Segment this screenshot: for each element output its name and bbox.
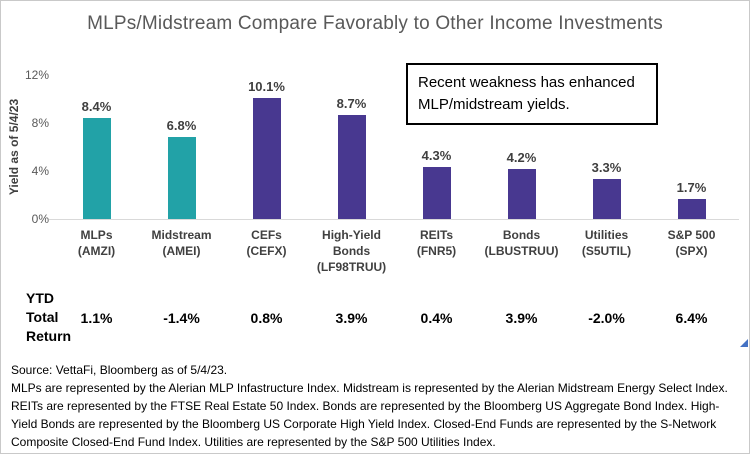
bar xyxy=(252,97,281,219)
bar-column: 1.7% xyxy=(649,75,734,219)
x-axis-category-label: Utilities (S5UTIL) xyxy=(581,228,632,259)
bar-value-label: 4.3% xyxy=(421,148,452,164)
x-axis-category-label: MLPs (AMZI) xyxy=(77,228,116,259)
bar xyxy=(507,168,536,219)
y-tick-label: 8% xyxy=(31,116,49,130)
bar-value-label: 8.7% xyxy=(336,95,367,111)
ytd-return-value: 1.1% xyxy=(80,310,113,326)
x-axis-line xyxy=(49,219,739,220)
source-line: Source: VettaFi, Bloomberg as of 5/4/23. xyxy=(11,363,228,377)
ytd-values-row: 1.1% -1.4% 0.8% 3.9% 0.4% 3.9% -2.0% 6.4% xyxy=(54,310,734,326)
bar-value-label: 4.2% xyxy=(506,149,537,165)
x-axis-category-label: Bonds (LBUSTRUU) xyxy=(484,228,559,259)
y-tick-label: 4% xyxy=(31,164,49,178)
ytd-return-value: -1.4% xyxy=(163,310,200,326)
ytd-return-value: 3.9% xyxy=(335,310,368,326)
ytd-return-value: -2.0% xyxy=(588,310,625,326)
bar-column: 4.3% xyxy=(394,75,479,219)
bar-value-label: 6.8% xyxy=(166,118,197,134)
y-axis-ticks: 12% 8% 4% 0% xyxy=(1,68,49,226)
bar-value-label: 10.1% xyxy=(248,78,285,94)
ytd-row-label-line: Total xyxy=(26,308,59,325)
bar-value-label: 8.4% xyxy=(81,99,112,115)
bar xyxy=(422,167,451,219)
ytd-return-value: 0.4% xyxy=(420,310,453,326)
x-axis-category-label: High-Yield Bonds (LF98TRUU) xyxy=(316,228,387,275)
bar-column: 6.8% xyxy=(139,75,224,219)
bar-column: 8.4% xyxy=(54,75,139,219)
plot-area: 8.4% 6.8% 10.1% 8.7% 4.3% 4.2% 3.3% 1.7% xyxy=(54,75,734,219)
footnote: Source: VettaFi, Bloomberg as of 5/4/23.… xyxy=(11,361,742,451)
annotation-line: MLP/midstream yields. xyxy=(418,95,570,113)
bar xyxy=(167,137,196,219)
bar xyxy=(677,198,706,219)
bar-column: 3.3% xyxy=(564,75,649,219)
bar-column: 4.2% xyxy=(479,75,564,219)
x-axis-labels: MLPs (AMZI) Midstream (AMEI) CEFs (CEFX) Hi… xyxy=(54,227,734,276)
bar-column: 8.7% xyxy=(309,75,394,219)
bar-value-label: 1.7% xyxy=(676,179,707,195)
ytd-row-label: YTD Total Return xyxy=(26,289,71,346)
x-axis-category-label: Midstream (AMEI) xyxy=(151,228,212,259)
bar xyxy=(337,114,366,219)
annotation-line: Recent weakness has enhanced xyxy=(418,74,635,91)
blue-corner-artifact xyxy=(740,339,748,347)
y-tick-label: 12% xyxy=(24,68,49,82)
chart-title: MLPs/Midstream Compare Favorably to Othe… xyxy=(87,13,663,34)
bar xyxy=(82,118,111,219)
x-axis-category-label: CEFs (CEFX) xyxy=(246,228,287,259)
y-tick-label: 0% xyxy=(31,212,49,226)
annotation-box: Recent weakness has enhanced MLP/midstre… xyxy=(406,63,658,125)
bar-column: 10.1% xyxy=(224,75,309,219)
bar-value-label: 3.3% xyxy=(591,160,622,176)
disclosure-text: MLPs are represented by the Alerian MLP … xyxy=(11,381,728,449)
x-axis-category-label: S&P 500 (SPX) xyxy=(667,228,716,259)
ytd-return-value: 6.4% xyxy=(675,310,708,326)
ytd-row-label-line: YTD xyxy=(26,290,54,306)
ytd-return-value: 3.9% xyxy=(505,310,538,326)
ytd-return-value: 0.8% xyxy=(250,310,283,326)
bars-row: 8.4% 6.8% 10.1% 8.7% 4.3% 4.2% 3.3% 1.7% xyxy=(54,75,734,219)
ytd-row-label-line: Return xyxy=(26,327,72,344)
x-axis-category-label: REITs (FNR5) xyxy=(416,228,457,259)
bar xyxy=(592,179,621,219)
